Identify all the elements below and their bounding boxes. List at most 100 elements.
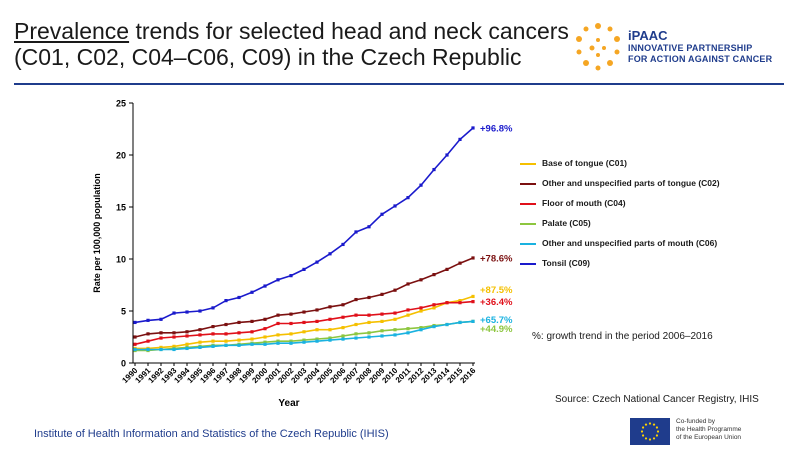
data-point (419, 183, 423, 187)
title-rest: trends for selected head and neck cancer… (129, 18, 569, 44)
data-point (406, 282, 410, 286)
legend-swatch (520, 263, 536, 265)
data-point (393, 328, 397, 332)
data-point (250, 342, 254, 346)
data-point (211, 325, 215, 329)
data-point (289, 339, 293, 343)
data-point (198, 345, 202, 349)
data-point (133, 335, 137, 339)
y-tick-label: 25 (116, 99, 126, 109)
data-point (289, 332, 293, 336)
data-point (445, 322, 449, 327)
eu-cofunded-text: Co-funded by the Health Programme of the… (676, 418, 741, 442)
data-point (393, 311, 397, 315)
legend-swatch (520, 243, 536, 245)
data-point (263, 284, 267, 288)
data-point (315, 260, 319, 264)
data-point (146, 339, 150, 343)
data-point (159, 317, 163, 321)
data-point (432, 273, 436, 277)
footer-institute: Institute of Health Information and Stat… (34, 428, 389, 440)
data-point (380, 312, 384, 316)
data-point (185, 342, 189, 346)
data-point (211, 344, 215, 348)
data-point (380, 329, 384, 333)
data-point (432, 306, 436, 310)
data-point (211, 332, 215, 336)
legend-item: Other and unspecified parts of tongue (C… (520, 178, 720, 189)
data-point (393, 204, 397, 208)
eu-line-3: of the European Union (676, 434, 742, 441)
data-point (458, 299, 462, 303)
data-point (198, 340, 202, 344)
data-point (458, 301, 462, 305)
data-point (471, 319, 475, 323)
data-point (250, 290, 254, 294)
ipaac-logo: iPAAC INNOVATIVE PARTNERSHIP FOR ACTION … (570, 20, 800, 76)
data-point (367, 335, 371, 339)
growth-label: +65.7% (480, 315, 513, 326)
data-point (406, 308, 410, 312)
data-point (315, 337, 319, 341)
data-point (185, 346, 189, 351)
data-point (276, 278, 280, 282)
data-point (146, 332, 150, 336)
data-point (432, 325, 436, 329)
data-point (133, 342, 137, 346)
data-point (419, 328, 423, 332)
growth-label: +87.5% (480, 285, 513, 296)
data-point (289, 312, 293, 316)
data-point (315, 308, 319, 312)
data-point (341, 337, 345, 341)
data-point (328, 305, 332, 309)
growth-label: +44.9% (480, 324, 513, 335)
data-point (276, 333, 280, 337)
data-point (419, 306, 423, 310)
data-point (328, 252, 332, 256)
data-point (159, 336, 163, 340)
header-divider (14, 83, 784, 85)
data-point (302, 330, 306, 334)
data-point (224, 339, 228, 343)
data-point (172, 331, 176, 335)
data-point (224, 322, 228, 327)
data-point (133, 347, 137, 352)
data-point (367, 313, 371, 317)
data-point (458, 137, 462, 141)
data-point (185, 334, 189, 338)
title-underlined-word: Prevalence (14, 18, 130, 44)
data-point (458, 320, 462, 325)
x-axis-title: Year (278, 398, 299, 409)
data-point (328, 338, 332, 342)
data-point (289, 341, 293, 345)
data-point (146, 347, 150, 352)
data-point (445, 301, 449, 305)
eu-star (655, 434, 659, 437)
logo-name: iPAAC (628, 28, 668, 43)
data-point (211, 306, 215, 310)
growth-label: +96.8% (480, 123, 513, 134)
data-point (237, 320, 241, 325)
data-point (341, 242, 345, 247)
legend-label: Floor of mouth (C04) (542, 198, 626, 208)
data-point (354, 230, 358, 234)
legend-swatch (520, 183, 536, 185)
data-point (224, 299, 228, 303)
growth-label: +36.4% (480, 297, 513, 308)
legend-label: Base of tongue (C01) (542, 158, 628, 168)
data-point (380, 292, 384, 296)
data-point (367, 331, 371, 335)
eu-star (644, 423, 648, 426)
data-point (302, 310, 306, 314)
data-point (172, 347, 176, 352)
eu-star (652, 423, 656, 426)
data-point (172, 311, 176, 315)
data-point (328, 317, 332, 321)
eu-line-2: the Health Programme (676, 426, 742, 433)
data-point (276, 321, 280, 326)
source-text: Source: Czech National Cancer Registry, … (555, 394, 759, 405)
eu-star (641, 434, 645, 437)
chart-legend: Base of tongue (C01) Other and unspecifie… (520, 158, 720, 278)
data-point (315, 339, 319, 343)
data-point (237, 331, 241, 335)
